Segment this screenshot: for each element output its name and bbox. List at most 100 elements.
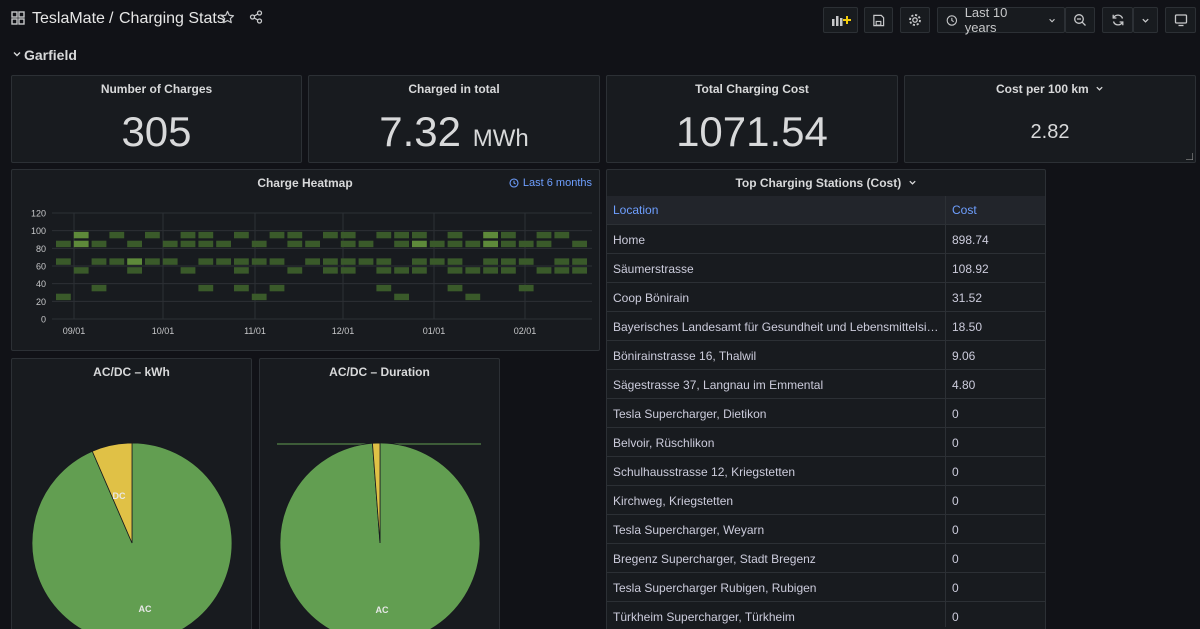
cell-cost: 0 — [952, 523, 959, 537]
add-panel-button[interactable] — [823, 7, 858, 33]
app-title-link[interactable]: TeslaMate — [32, 10, 105, 27]
zoom-out-button[interactable] — [1065, 7, 1095, 33]
table-row[interactable]: Bayerisches Landesamt für Gesundheit und… — [607, 311, 1045, 340]
heatmap-cell — [483, 267, 498, 274]
x-tick-label: 11/01 — [244, 326, 266, 336]
heatmap-cell — [465, 240, 481, 248]
heatmap-cell — [287, 240, 303, 248]
x-tick-label: 01/01 — [423, 326, 446, 336]
heatmap-cell — [572, 267, 587, 274]
table-row[interactable]: Belvoir, Rüschlikon 0 — [607, 427, 1045, 456]
cell-cost: 0 — [952, 552, 959, 566]
panel-title[interactable]: Number of Charges — [100, 82, 213, 96]
panel-title[interactable]: AC/DC – Duration — [329, 365, 430, 379]
share-icon[interactable] — [249, 10, 263, 24]
column-header-cost[interactable]: Cost — [952, 203, 977, 217]
heatmap-cell — [340, 267, 356, 274]
heatmap-cell — [145, 231, 160, 239]
tv-mode-icon — [1174, 14, 1187, 27]
apps-grid-icon[interactable] — [11, 11, 25, 25]
pie-chart-duration[interactable]: AC — [260, 359, 501, 629]
time-range-picker[interactable]: Last 10 years — [937, 5, 1065, 35]
heatmap-cell — [376, 231, 392, 239]
heatmap-cell — [127, 240, 142, 248]
heatmap-cell — [412, 267, 427, 274]
save-icon — [873, 14, 885, 26]
time-range-label: Last 10 years — [964, 5, 1008, 35]
table-row[interactable]: Türkheim Supercharger, Türkheim 0 — [607, 601, 1045, 629]
heatmap-cell — [180, 240, 196, 248]
top-navbar: TeslaMate / Charging Stats — [0, 0, 1200, 40]
stat-panel-number-of-charges: Number of Charges 305 — [11, 75, 302, 163]
table-row[interactable]: Tesla Supercharger Rubigen, Rubigen 0 — [607, 572, 1045, 601]
star-icon[interactable] — [220, 10, 235, 25]
stat-value: 305 — [121, 108, 192, 155]
stat-value-group: 7.32 MWh — [309, 108, 599, 156]
heatmap-cell — [180, 231, 196, 239]
cell-location: Sägestrasse 37, Langnau im Emmental — [613, 378, 824, 392]
heatmap-cell — [109, 231, 125, 239]
heatmap-cell — [234, 258, 249, 265]
pie-chart-kwh[interactable]: AC DC — [12, 359, 253, 629]
refresh-interval-dropdown[interactable] — [1133, 7, 1158, 33]
refresh-button[interactable] — [1102, 7, 1133, 33]
cell-location: Tesla Supercharger Rubigen, Rubigen — [613, 581, 817, 595]
x-tick-label: 09/01 — [63, 326, 86, 336]
table-row[interactable]: Coop Bönirain 31.52 — [607, 282, 1045, 311]
heatmap-cell — [305, 258, 320, 265]
heatmap-cell — [251, 240, 267, 248]
page-title[interactable]: Charging Stats — [119, 10, 225, 27]
panel-title-group[interactable]: Top Charging Stations (Cost) — [607, 176, 1045, 190]
heatmap-chart[interactable]: 120 100 80 60 40 20 0 09/01 10/01 11/01 12/01 01/01… — [12, 170, 601, 352]
heatmap-cell — [518, 284, 534, 292]
heatmap-cell — [340, 240, 356, 248]
table-row[interactable]: Sägestrasse 37, Langnau im Emmental 4.80 — [607, 369, 1045, 398]
table-row[interactable]: Schulhausstrasse 12, Kriegstetten 0 — [607, 456, 1045, 485]
cell-location: Bönirainstrasse 16, Thalwil — [613, 349, 757, 363]
cell-location: Tesla Supercharger, Weyarn — [613, 523, 765, 537]
table-row[interactable]: Kirchweg, Kriegstetten 0 — [607, 485, 1045, 514]
cell-cost: 0 — [952, 465, 959, 479]
cell-cost: 0 — [952, 610, 959, 624]
zoom-out-icon — [1074, 14, 1086, 26]
heatmap-cell — [109, 258, 125, 265]
row-collapse-chevron-icon[interactable] — [12, 49, 22, 59]
tv-mode-button[interactable] — [1165, 7, 1196, 33]
add-panel-icon — [831, 16, 851, 26]
table-row[interactable]: Home 898.74 — [607, 224, 1045, 253]
cell-location: Tesla Supercharger, Dietikon — [613, 407, 767, 421]
heatmap-cell — [447, 240, 463, 248]
panel-title[interactable]: Charged in total — [408, 82, 500, 96]
charge-heatmap-panel: Charge Heatmap Last 6 months 120 100 80 60 4… — [11, 169, 600, 351]
cell-cost: 0 — [952, 581, 959, 595]
stat-unit: MWh — [472, 125, 529, 152]
table-row[interactable]: Tesla Supercharger, Weyarn 0 — [607, 514, 1045, 543]
table-row[interactable]: Bregenz Supercharger, Stadt Bregenz 0 — [607, 543, 1045, 572]
column-divider — [945, 196, 946, 627]
heatmap-cell — [376, 267, 392, 274]
heatmap-cell — [429, 258, 445, 265]
heatmap-cell — [501, 267, 516, 274]
panel-title[interactable]: AC/DC – kWh — [93, 365, 170, 379]
panel-title[interactable]: Charge Heatmap — [257, 176, 353, 190]
heatmap-cell — [287, 267, 303, 274]
panel-title[interactable]: Total Charging Cost — [695, 82, 809, 96]
table-row[interactable]: Säumerstrasse 108.92 — [607, 253, 1045, 282]
dashboard-settings-button[interactable] — [900, 7, 930, 33]
heatmap-cell — [56, 240, 71, 248]
y-tick-label: 80 — [36, 244, 46, 254]
panel-title-group[interactable]: Cost per 100 km — [905, 82, 1195, 96]
table-row[interactable]: Bönirainstrasse 16, Thalwil 9.06 — [607, 340, 1045, 369]
heatmap-cell — [216, 240, 231, 248]
resize-handle-icon[interactable] — [1186, 153, 1193, 160]
heatmap-cell — [447, 284, 463, 292]
table-row[interactable]: Tesla Supercharger, Dietikon 0 — [607, 398, 1045, 427]
column-header-location[interactable]: Location — [613, 203, 659, 217]
save-dashboard-button[interactable] — [864, 7, 893, 33]
chevron-down-icon — [908, 180, 916, 185]
table-header: Location Cost — [607, 196, 1045, 224]
ac-dc-duration-panel: AC/DC – Duration AC — [259, 358, 500, 629]
y-tick-label: 60 — [36, 262, 46, 272]
row-title[interactable]: Garfield — [24, 47, 77, 63]
panel-title: Cost per 100 km — [995, 82, 1089, 96]
